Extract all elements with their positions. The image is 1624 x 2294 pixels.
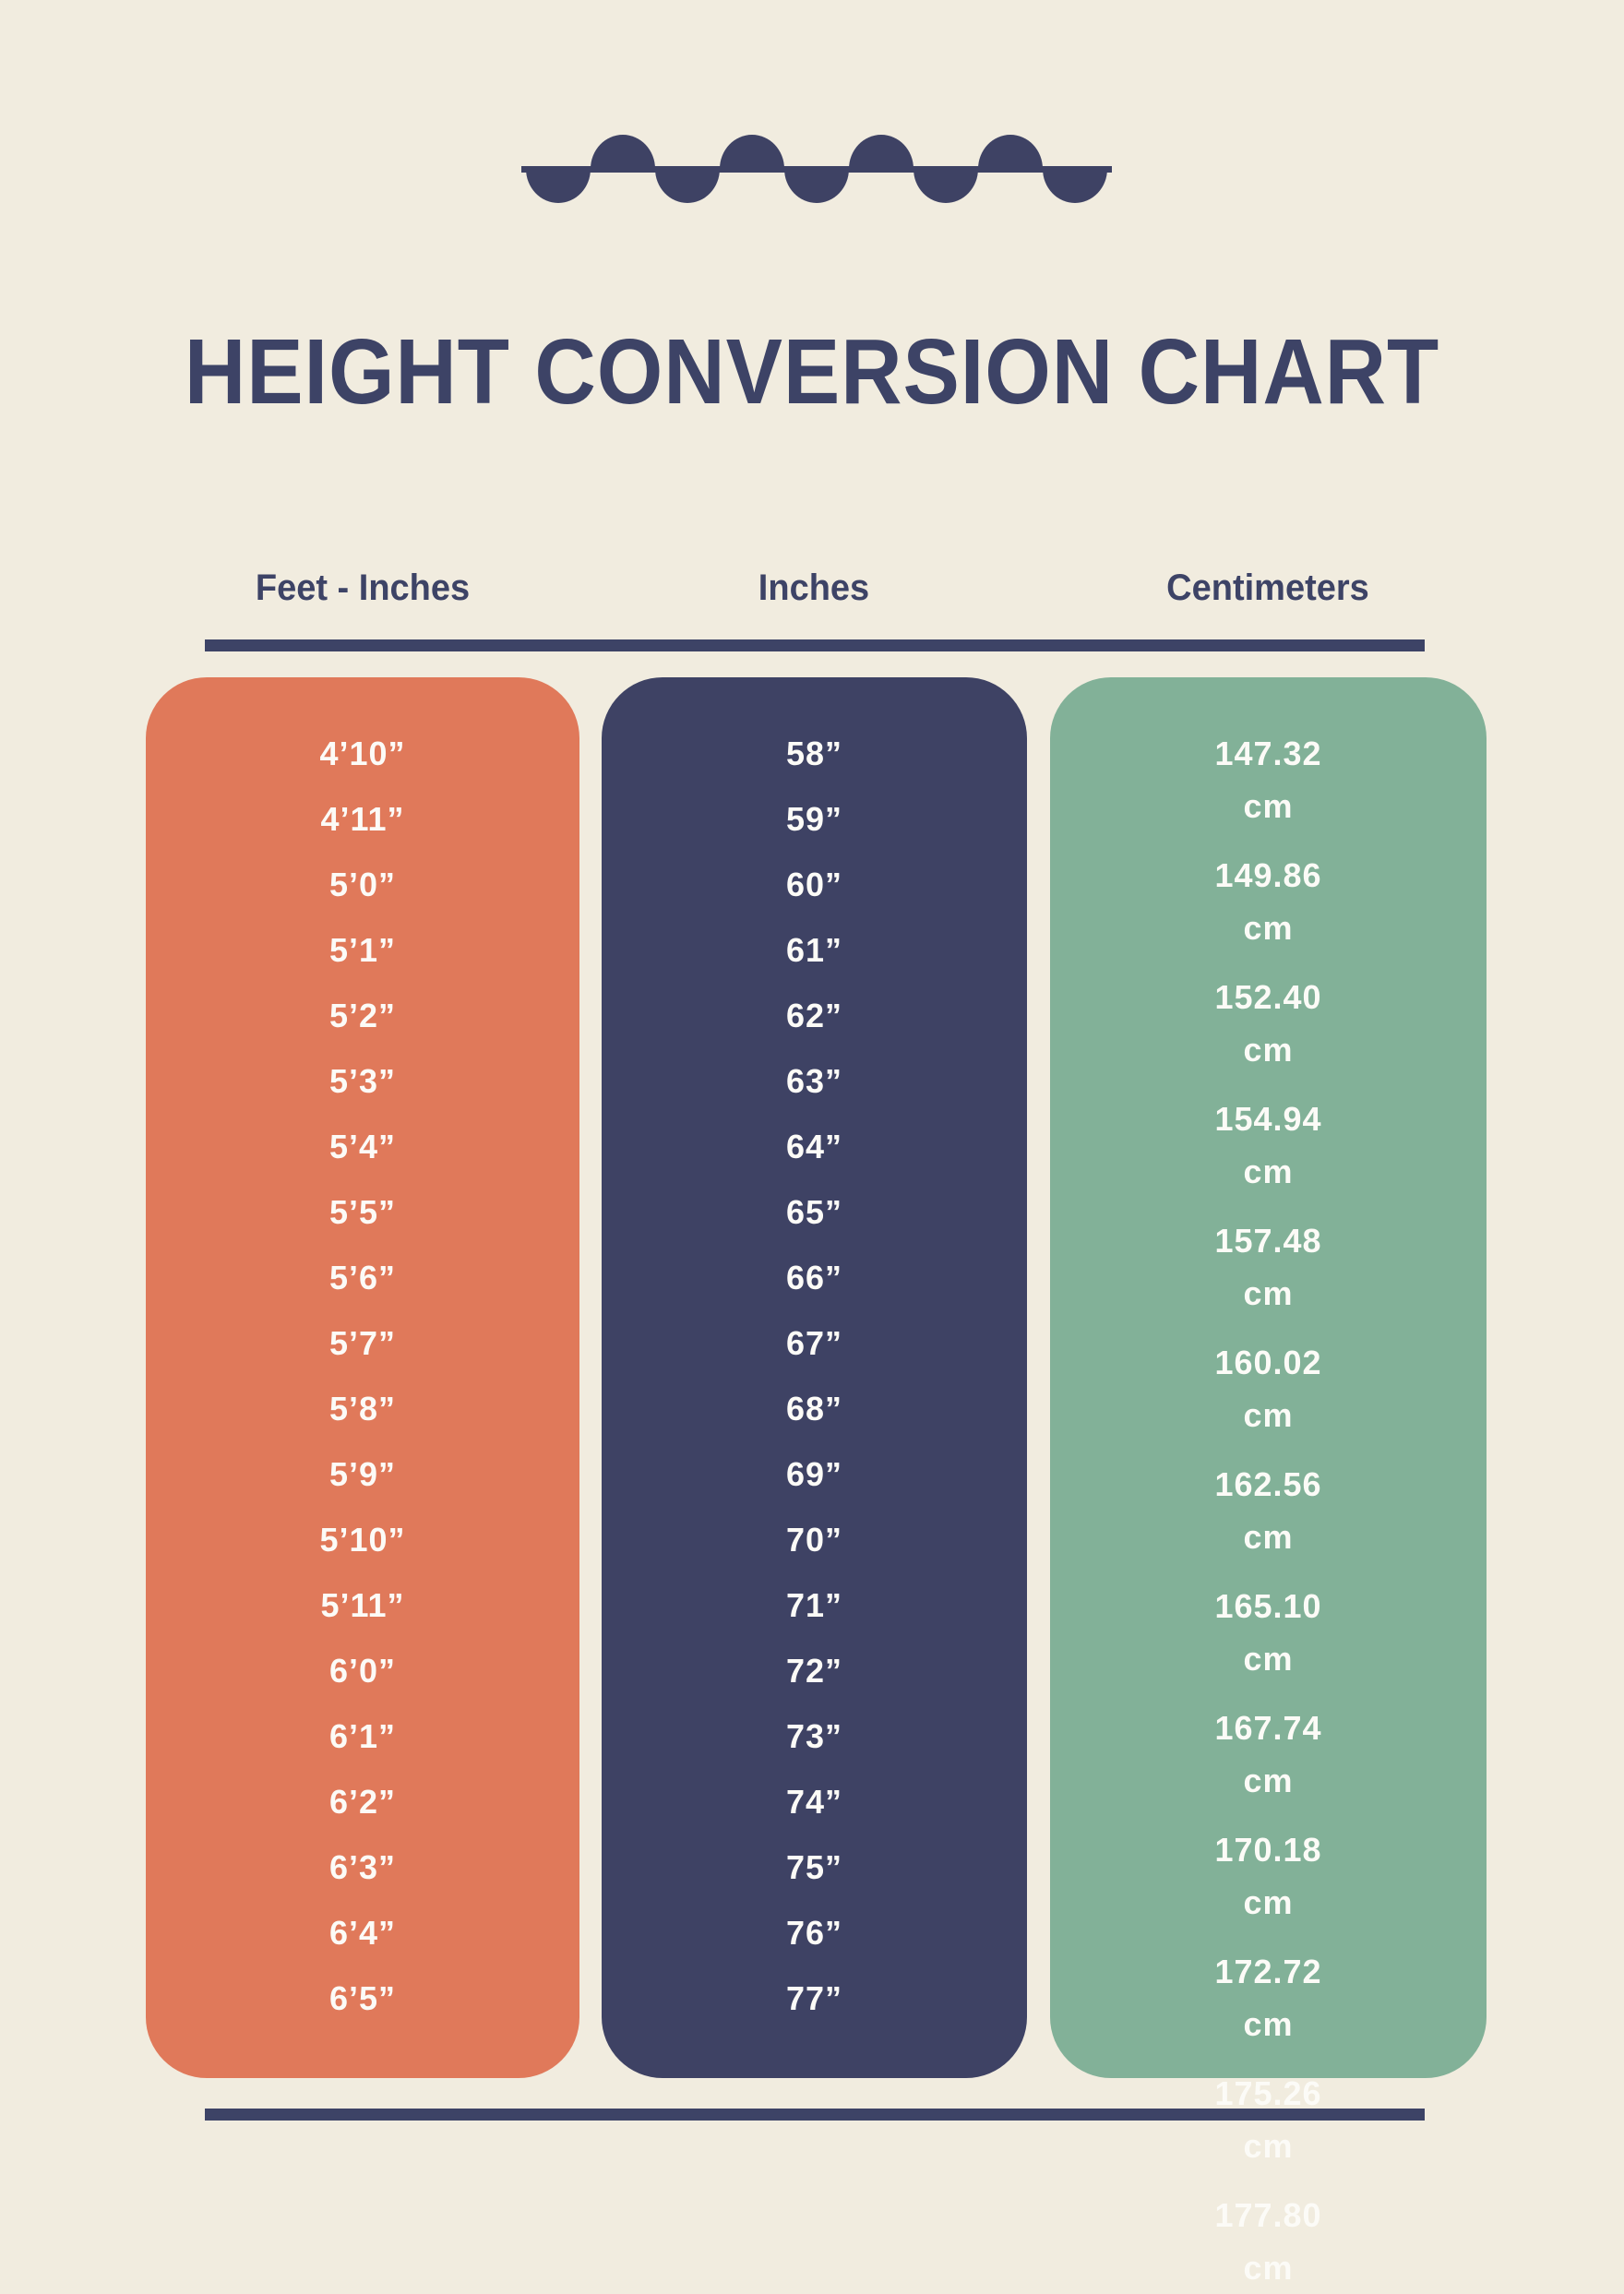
centimeters-unit: cm: [1243, 787, 1294, 825]
inches-value: 65”: [785, 1193, 843, 1231]
centimeters-value: 170.18: [1214, 1831, 1322, 1869]
inches-value: 67”: [785, 1324, 843, 1362]
centimeters-entry: 157.48 cm: [1050, 1214, 1487, 1320]
centimeters-unit: cm: [1243, 1640, 1294, 1678]
feet-inches-value: 6’4”: [328, 1914, 397, 1952]
centimeters-value: 177.80: [1214, 2196, 1322, 2234]
inches-value: 61”: [785, 931, 843, 969]
feet-inches-value: 5’8”: [328, 1390, 397, 1428]
centimeters-unit: cm: [1243, 1031, 1294, 1069]
inches-value: 60”: [785, 866, 843, 903]
centimeters-entry: 177.80 cm: [1050, 2189, 1487, 2294]
centimeters-value: 165.10: [1214, 1587, 1322, 1625]
column-header-centimeters: Centimeters: [1166, 568, 1369, 608]
centimeters-unit: cm: [1243, 2127, 1294, 2165]
feet-inches-value: 5’11”: [320, 1586, 405, 1624]
centimeters-unit: cm: [1243, 2249, 1294, 2287]
inches-value: 63”: [785, 1062, 843, 1100]
feet-inches-value: 6’5”: [328, 1979, 397, 2017]
feet-inches-value: 5’2”: [328, 997, 397, 1034]
inches-value: 66”: [785, 1259, 843, 1296]
centimeters-unit: cm: [1243, 2005, 1294, 2043]
header-divider-rule: [205, 639, 1425, 651]
centimeters-value: 172.72: [1214, 1953, 1322, 1990]
feet-inches-value: 4’10”: [319, 735, 406, 772]
page-title: HEIGHT CONVERSION CHART: [184, 320, 1440, 424]
feet-inches-column: 4’10” 4’11” 5’0” 5’1” 5’2” 5’3” 5’4” 5’5” 5’6” 5’…: [146, 677, 579, 2078]
feet-inches-value: 5’9”: [328, 1455, 397, 1493]
centimeters-entry: 154.94 cm: [1050, 1093, 1487, 1198]
feet-inches-value: 5’1”: [328, 931, 397, 969]
centimeters-entry: 160.02 cm: [1050, 1336, 1487, 1441]
feet-inches-value: 5’5”: [328, 1193, 397, 1231]
feet-inches-value: 6’0”: [328, 1652, 397, 1690]
centimeters-column: 147.32 cm 149.86 cm 152.40 cm 154.94 cm 157.48 cm…: [1050, 677, 1487, 2287]
inches-value: 74”: [785, 1783, 843, 1821]
centimeters-value: 162.56: [1214, 1465, 1322, 1503]
inches-value: 70”: [785, 1521, 843, 1559]
centimeters-entry: 149.86 cm: [1050, 849, 1487, 954]
centimeters-value: 175.26: [1214, 2074, 1322, 2112]
centimeters-value: 167.74: [1214, 1709, 1322, 1747]
centimeters-unit: cm: [1243, 909, 1294, 947]
centimeters-entry: 172.72 cm: [1050, 1945, 1487, 2050]
feet-inches-value: 5’6”: [328, 1259, 397, 1296]
centimeters-unit: cm: [1243, 1883, 1294, 1921]
centimeters-values: 147.32 cm 149.86 cm 152.40 cm 154.94 cm 157.48 cm…: [1050, 677, 1487, 2294]
column-header-inches: Inches: [758, 568, 870, 608]
feet-inches-value: 5’10”: [319, 1521, 406, 1559]
centimeters-value: 152.40: [1214, 978, 1322, 1016]
centimeters-unit: cm: [1243, 1396, 1294, 1434]
inches-value: 62”: [785, 997, 843, 1034]
centimeters-entry: 147.32 cm: [1050, 727, 1487, 832]
feet-inches-value: 6’1”: [328, 1717, 397, 1755]
inches-value: 68”: [785, 1390, 843, 1428]
inches-value: 72”: [785, 1652, 843, 1690]
centimeters-unit: cm: [1243, 1274, 1294, 1312]
footer-divider-rule: [205, 2109, 1425, 2121]
feet-inches-value: 6’2”: [328, 1783, 397, 1821]
feet-inches-value: 6’3”: [328, 1848, 397, 1886]
centimeters-value: 154.94: [1214, 1100, 1322, 1138]
centimeters-value: 157.48: [1214, 1222, 1322, 1260]
feet-inches-value: 5’0”: [328, 866, 397, 903]
centimeters-unit: cm: [1243, 1762, 1294, 1799]
inches-value: 75”: [785, 1848, 843, 1886]
inches-value: 71”: [785, 1586, 843, 1624]
inches-value: 76”: [785, 1914, 843, 1952]
centimeters-entry: 162.56 cm: [1050, 1458, 1487, 1563]
inches-column: 58” 59” 60” 61” 62” 63” 64” 65” 66” 67” 68” 69” 70” 7…: [602, 677, 1027, 2078]
inches-values: 58” 59” 60” 61” 62” 63” 64” 65” 66” 67” 68” 69” 70” 7…: [602, 677, 1027, 2031]
centimeters-unit: cm: [1243, 1518, 1294, 1556]
centimeters-value: 149.86: [1214, 856, 1322, 894]
wave-ornament-icon: [521, 135, 1112, 203]
inches-value: 73”: [785, 1717, 843, 1755]
centimeters-unit: cm: [1243, 1153, 1294, 1190]
inches-value: 58”: [785, 735, 843, 772]
inches-value: 64”: [785, 1128, 843, 1165]
centimeters-entry: 175.26 cm: [1050, 2067, 1487, 2172]
centimeters-entry: 170.18 cm: [1050, 1823, 1487, 1929]
inches-value: 69”: [785, 1455, 843, 1493]
feet-inches-values: 4’10” 4’11” 5’0” 5’1” 5’2” 5’3” 5’4” 5’5” 5’6” 5’…: [146, 677, 579, 2031]
centimeters-entry: 152.40 cm: [1050, 971, 1487, 1076]
inches-value: 59”: [785, 800, 843, 838]
feet-inches-value: 5’3”: [328, 1062, 397, 1100]
inches-value: 77”: [785, 1979, 843, 2017]
centimeters-value: 147.32: [1214, 735, 1322, 772]
feet-inches-value: 4’11”: [320, 800, 405, 838]
column-header-feet-inches: Feet - Inches: [255, 568, 471, 608]
centimeters-entry: 165.10 cm: [1050, 1580, 1487, 1685]
feet-inches-value: 5’7”: [328, 1324, 397, 1362]
centimeters-value: 160.02: [1214, 1344, 1322, 1381]
feet-inches-value: 5’4”: [328, 1128, 397, 1165]
centimeters-entry: 167.74 cm: [1050, 1702, 1487, 1807]
